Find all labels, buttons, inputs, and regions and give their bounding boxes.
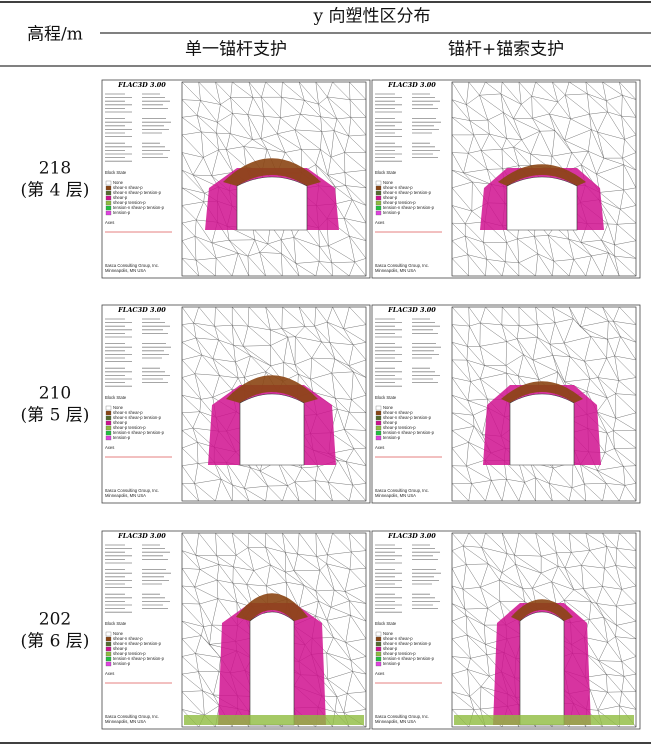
legend-swatch: [106, 191, 111, 195]
header-col1: 单一锚杆支护: [185, 40, 287, 60]
block-state: Block State: [105, 395, 127, 400]
legend-swatch: [106, 647, 111, 651]
city: Minneapolis, MN USA: [105, 268, 146, 273]
legend-swatch: [376, 181, 381, 185]
legend-swatch: [106, 186, 111, 190]
tunnel: [240, 394, 304, 465]
tunnel: [520, 612, 564, 725]
panel-title: FLAC3D 3.00: [117, 81, 166, 89]
header-distribution: y 向塑性区分布: [312, 7, 430, 27]
legend-label: tension-p: [113, 661, 131, 666]
legend-swatch: [376, 431, 381, 435]
legend-swatch: [106, 632, 111, 636]
legend-label: tension-p: [383, 435, 401, 440]
axes-label: Axes: [105, 445, 114, 450]
legend-swatch: [106, 421, 111, 425]
axes-label: Axes: [375, 445, 384, 450]
block-state: Block State: [375, 621, 397, 626]
city: Minneapolis, MN USA: [375, 268, 416, 273]
axes-label: Axes: [375, 220, 384, 225]
city: Minneapolis, MN USA: [375, 719, 416, 724]
panel-title: FLAC3D 3.00: [387, 532, 436, 540]
panel-title: FLAC3D 3.00: [117, 306, 166, 314]
legend-swatch: [376, 406, 381, 410]
row-layer: (第 5 层): [21, 406, 90, 426]
block-state: Block State: [375, 170, 397, 175]
legend-swatch: [106, 652, 111, 656]
legend-swatch: [376, 647, 381, 651]
row-layer: (第 4 层): [21, 181, 90, 201]
panel-title: FLAC3D 3.00: [387, 306, 436, 314]
block-state: Block State: [105, 621, 127, 626]
legend-swatch: [376, 426, 381, 430]
tunnel: [510, 394, 574, 465]
legend-swatch: [376, 191, 381, 195]
legend-label: tension-p: [113, 435, 131, 440]
legend-swatch: [376, 206, 381, 210]
city: Minneapolis, MN USA: [105, 719, 146, 724]
legend-swatch: [376, 637, 381, 641]
legend-swatch: [106, 657, 111, 661]
legend-swatch: [106, 431, 111, 435]
axes-label: Axes: [105, 220, 114, 225]
legend-label: tension-p: [383, 661, 401, 666]
legend-swatch: [106, 406, 111, 410]
block-state: Block State: [105, 170, 127, 175]
legend-swatch: [106, 416, 111, 420]
row-elevation: 202: [39, 610, 71, 630]
table-figure: 高程/m y 向塑性区分布 单一锚杆支护 锚杆+锚索支护 218(第 4 层) F…: [0, 0, 651, 745]
legend-swatch: [106, 642, 111, 646]
axes-label: Axes: [375, 671, 384, 676]
legend-swatch: [106, 426, 111, 430]
legend-swatch: [376, 416, 381, 420]
legend-swatch: [106, 411, 111, 415]
legend-swatch: [106, 206, 111, 210]
legend-swatch: [376, 196, 381, 200]
legend-swatch: [376, 421, 381, 425]
legend-swatch: [376, 436, 381, 440]
legend-swatch: [106, 196, 111, 200]
legend-swatch: [106, 637, 111, 641]
legend-swatch: [376, 657, 381, 661]
legend-swatch: [376, 642, 381, 646]
legend-swatch: [376, 652, 381, 656]
tunnel: [507, 177, 577, 230]
floor-zone: [184, 715, 364, 725]
legend-swatch: [376, 632, 381, 636]
legend-swatch: [106, 662, 111, 666]
legend-swatch: [376, 211, 381, 215]
row-elevation: 218: [39, 159, 71, 179]
legend-label: tension-p: [383, 210, 401, 215]
row-layer: (第 6 层): [21, 632, 90, 652]
city: Minneapolis, MN USA: [105, 493, 146, 498]
tunnel: [237, 177, 307, 230]
legend-swatch: [106, 201, 111, 205]
header-elevation: 高程/m: [27, 25, 83, 45]
legend-swatch: [106, 436, 111, 440]
header-col2: 锚杆+锚索支护: [448, 40, 564, 60]
legend-swatch: [106, 211, 111, 215]
legend-swatch: [376, 201, 381, 205]
row-elevation: 210: [39, 384, 71, 404]
panel-title: FLAC3D 3.00: [387, 81, 436, 89]
legend-swatch: [376, 662, 381, 666]
tunnel: [250, 612, 294, 725]
legend-swatch: [376, 411, 381, 415]
legend-swatch: [106, 181, 111, 185]
city: Minneapolis, MN USA: [375, 493, 416, 498]
floor-zone: [454, 715, 634, 725]
legend-swatch: [376, 186, 381, 190]
block-state: Block State: [375, 395, 397, 400]
panel-title: FLAC3D 3.00: [117, 532, 166, 540]
axes-label: Axes: [105, 671, 114, 676]
legend-label: tension-p: [113, 210, 131, 215]
